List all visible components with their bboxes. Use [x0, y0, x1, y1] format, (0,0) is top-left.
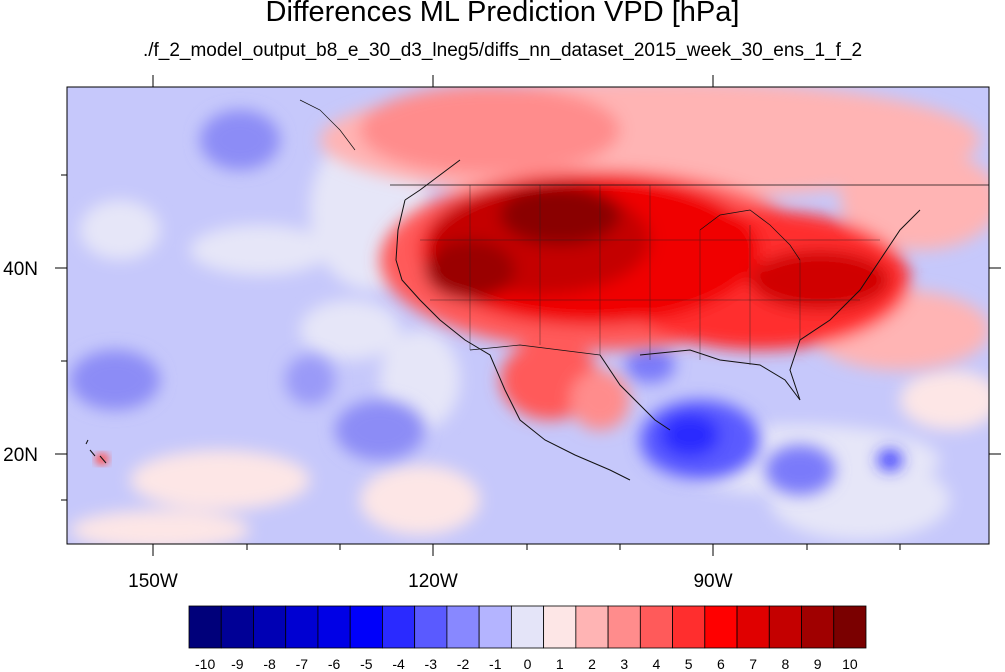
- colorbar-label: 2: [588, 656, 596, 672]
- colorbar-swatch: [382, 605, 416, 649]
- colorbar-label: 0: [524, 656, 532, 672]
- colorbar-swatch: [801, 605, 835, 649]
- colorbar-swatch: [188, 605, 222, 649]
- lat-label-40n: 40N: [3, 259, 38, 280]
- colorbar-swatch: [833, 605, 867, 649]
- colorbar-swatch: [672, 605, 706, 649]
- colorbar-label: -7: [296, 656, 309, 672]
- colorbar-swatch: [543, 605, 577, 649]
- colorbar-label: 10: [842, 656, 858, 672]
- colorbar-swatch: [349, 605, 383, 649]
- colorbar-swatch: [414, 605, 448, 649]
- state-borders: [420, 185, 880, 365]
- colorbar-swatch: [639, 605, 673, 649]
- colorbar-label: -1: [489, 656, 502, 672]
- colorbar-label: 5: [685, 656, 693, 672]
- colorbar-label: 3: [620, 656, 628, 672]
- coastlines: [85, 99, 989, 481]
- colorbar-swatch: [768, 605, 802, 649]
- map-frame: [66, 86, 990, 545]
- colorbar-label: -8: [263, 656, 276, 672]
- lon-label-150w: 150W: [128, 571, 178, 592]
- colorbar-swatch: [704, 605, 738, 649]
- colorbar-swatch: [285, 605, 319, 649]
- axis-ticks: [55, 75, 1001, 556]
- colorbar: -10 -9 -8 -7 -6 -5 -4 -3 -2 -1 0 1 2 3 4 5 6 7 8 9 10: [188, 605, 867, 672]
- lon-label-90w: 90W: [693, 571, 732, 592]
- colorbar-label: 4: [653, 656, 661, 672]
- map-subtitle: ./f_2_model_output_b8_e_30_d3_lneg5/diff…: [142, 40, 863, 61]
- colorbar-swatch: [736, 605, 770, 649]
- colorbar-label: -2: [457, 656, 470, 672]
- colorbar-label: 8: [782, 656, 790, 672]
- lat-label-20n: 20N: [3, 445, 38, 466]
- colorbar-label: 1: [556, 656, 564, 672]
- colorbar-swatch: [478, 605, 512, 649]
- colorbar-swatch: [446, 605, 480, 649]
- colorbar-swatch: [253, 605, 287, 649]
- colorbar-label: -10: [195, 656, 215, 672]
- colorbar-swatch: [220, 605, 254, 649]
- colorbar-label: 6: [717, 656, 725, 672]
- colorbar-label: 9: [814, 656, 822, 672]
- colorbar-label: -9: [231, 656, 244, 672]
- map-title: Differences ML Prediction VPD [hPa]: [265, 0, 740, 28]
- colorbar-swatch: [607, 605, 641, 649]
- colorbar-label: 7: [749, 656, 757, 672]
- lon-label-120w: 120W: [408, 571, 458, 592]
- vpd-difference-field: [67, 87, 989, 544]
- colorbar-label: -3: [425, 656, 438, 672]
- colorbar-swatch: [575, 605, 609, 649]
- colorbar-swatch: [317, 605, 351, 649]
- colorbar-label: -6: [328, 656, 341, 672]
- colorbar-swatch: [510, 605, 545, 649]
- colorbar-label: -4: [392, 656, 405, 672]
- colorbar-label: -5: [360, 656, 373, 672]
